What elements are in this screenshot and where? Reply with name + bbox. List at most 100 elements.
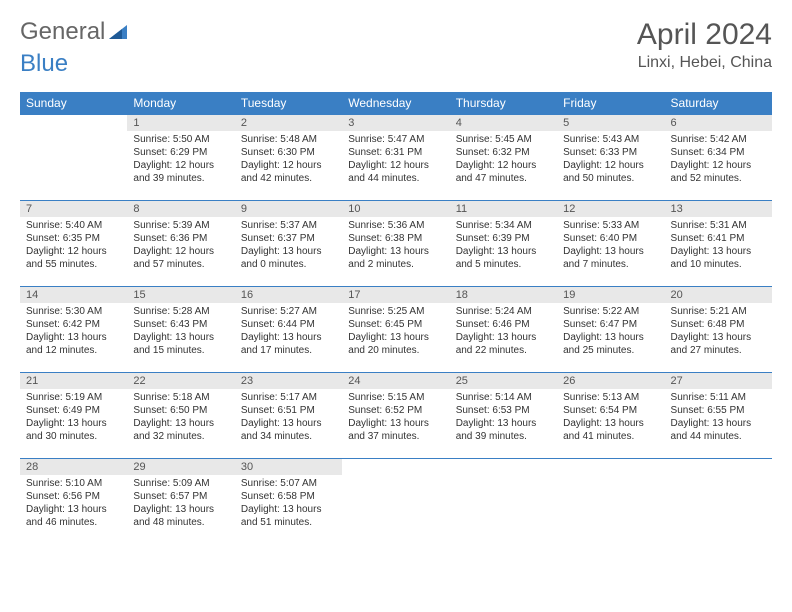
day-number: 15: [127, 287, 234, 303]
daylight-line: Daylight: 13 hours and 25 minutes.: [563, 331, 658, 357]
calendar-day-cell: 16Sunrise: 5:27 AMSunset: 6:44 PMDayligh…: [235, 287, 342, 373]
calendar-day-cell: 2Sunrise: 5:48 AMSunset: 6:30 PMDaylight…: [235, 115, 342, 201]
day-details: Sunrise: 5:17 AMSunset: 6:51 PMDaylight:…: [235, 389, 342, 447]
daylight-line: Daylight: 13 hours and 15 minutes.: [133, 331, 228, 357]
calendar-week-row: 7Sunrise: 5:40 AMSunset: 6:35 PMDaylight…: [20, 201, 772, 287]
day-details: Sunrise: 5:27 AMSunset: 6:44 PMDaylight:…: [235, 303, 342, 361]
daylight-line: Daylight: 12 hours and 39 minutes.: [133, 159, 228, 185]
day-details: Sunrise: 5:14 AMSunset: 6:53 PMDaylight:…: [450, 389, 557, 447]
daylight-line: Daylight: 13 hours and 17 minutes.: [241, 331, 336, 357]
sunset-line: Sunset: 6:53 PM: [456, 404, 551, 417]
daylight-line: Daylight: 13 hours and 20 minutes.: [348, 331, 443, 357]
sunrise-line: Sunrise: 5:40 AM: [26, 219, 121, 232]
daylight-line: Daylight: 13 hours and 22 minutes.: [456, 331, 551, 357]
day-number: 6: [665, 115, 772, 131]
calendar-week-row: 14Sunrise: 5:30 AMSunset: 6:42 PMDayligh…: [20, 287, 772, 373]
day-number: 8: [127, 201, 234, 217]
calendar-day-cell: 9Sunrise: 5:37 AMSunset: 6:37 PMDaylight…: [235, 201, 342, 287]
daylight-line: Daylight: 12 hours and 42 minutes.: [241, 159, 336, 185]
daylight-line: Daylight: 13 hours and 48 minutes.: [133, 503, 228, 529]
day-details: Sunrise: 5:28 AMSunset: 6:43 PMDaylight:…: [127, 303, 234, 361]
calendar-day-cell: 19Sunrise: 5:22 AMSunset: 6:47 PMDayligh…: [557, 287, 664, 373]
sunset-line: Sunset: 6:46 PM: [456, 318, 551, 331]
daylight-line: Daylight: 13 hours and 7 minutes.: [563, 245, 658, 271]
day-details: Sunrise: 5:31 AMSunset: 6:41 PMDaylight:…: [665, 217, 772, 275]
day-details: Sunrise: 5:42 AMSunset: 6:34 PMDaylight:…: [665, 131, 772, 189]
sunset-line: Sunset: 6:49 PM: [26, 404, 121, 417]
sunset-line: Sunset: 6:54 PM: [563, 404, 658, 417]
title-block: April 2024 Linxi, Hebei, China: [637, 18, 772, 72]
sunrise-line: Sunrise: 5:17 AM: [241, 391, 336, 404]
calendar-day-cell: 24Sunrise: 5:15 AMSunset: 6:52 PMDayligh…: [342, 373, 449, 459]
day-details: Sunrise: 5:11 AMSunset: 6:55 PMDaylight:…: [665, 389, 772, 447]
sunrise-line: Sunrise: 5:09 AM: [133, 477, 228, 490]
sunrise-line: Sunrise: 5:34 AM: [456, 219, 551, 232]
day-number: 29: [127, 459, 234, 475]
sunrise-line: Sunrise: 5:37 AM: [241, 219, 336, 232]
day-details: Sunrise: 5:37 AMSunset: 6:37 PMDaylight:…: [235, 217, 342, 275]
calendar-day-cell: 11Sunrise: 5:34 AMSunset: 6:39 PMDayligh…: [450, 201, 557, 287]
calendar-day-cell: 3Sunrise: 5:47 AMSunset: 6:31 PMDaylight…: [342, 115, 449, 201]
sunrise-line: Sunrise: 5:47 AM: [348, 133, 443, 146]
calendar-day-cell: 21Sunrise: 5:19 AMSunset: 6:49 PMDayligh…: [20, 373, 127, 459]
day-details: Sunrise: 5:22 AMSunset: 6:47 PMDaylight:…: [557, 303, 664, 361]
daylight-line: Daylight: 12 hours and 50 minutes.: [563, 159, 658, 185]
day-details: Sunrise: 5:43 AMSunset: 6:33 PMDaylight:…: [557, 131, 664, 189]
logo-text-general: General: [20, 18, 105, 46]
calendar-day-cell: 8Sunrise: 5:39 AMSunset: 6:36 PMDaylight…: [127, 201, 234, 287]
calendar-week-row: 28Sunrise: 5:10 AMSunset: 6:56 PMDayligh…: [20, 459, 772, 545]
daylight-line: Daylight: 13 hours and 12 minutes.: [26, 331, 121, 357]
day-details: Sunrise: 5:50 AMSunset: 6:29 PMDaylight:…: [127, 131, 234, 189]
calendar-empty-cell: [342, 459, 449, 545]
day-details: Sunrise: 5:18 AMSunset: 6:50 PMDaylight:…: [127, 389, 234, 447]
sunset-line: Sunset: 6:42 PM: [26, 318, 121, 331]
sunset-line: Sunset: 6:44 PM: [241, 318, 336, 331]
day-details: Sunrise: 5:10 AMSunset: 6:56 PMDaylight:…: [20, 475, 127, 533]
day-details: Sunrise: 5:07 AMSunset: 6:58 PMDaylight:…: [235, 475, 342, 533]
sunrise-line: Sunrise: 5:21 AM: [671, 305, 766, 318]
calendar-empty-cell: [450, 459, 557, 545]
weekday-header: Monday: [127, 92, 234, 115]
sunset-line: Sunset: 6:37 PM: [241, 232, 336, 245]
sunrise-line: Sunrise: 5:39 AM: [133, 219, 228, 232]
day-details: Sunrise: 5:33 AMSunset: 6:40 PMDaylight:…: [557, 217, 664, 275]
weekday-header: Tuesday: [235, 92, 342, 115]
sunrise-line: Sunrise: 5:24 AM: [456, 305, 551, 318]
calendar-header-row: SundayMondayTuesdayWednesdayThursdayFrid…: [20, 92, 772, 115]
day-details: Sunrise: 5:09 AMSunset: 6:57 PMDaylight:…: [127, 475, 234, 533]
day-details: Sunrise: 5:47 AMSunset: 6:31 PMDaylight:…: [342, 131, 449, 189]
day-number: 26: [557, 373, 664, 389]
daylight-line: Daylight: 12 hours and 44 minutes.: [348, 159, 443, 185]
sunset-line: Sunset: 6:34 PM: [671, 146, 766, 159]
sunrise-line: Sunrise: 5:50 AM: [133, 133, 228, 146]
day-number: 1: [127, 115, 234, 131]
day-number: 24: [342, 373, 449, 389]
sunset-line: Sunset: 6:43 PM: [133, 318, 228, 331]
day-number: 2: [235, 115, 342, 131]
calendar-day-cell: 15Sunrise: 5:28 AMSunset: 6:43 PMDayligh…: [127, 287, 234, 373]
sunrise-line: Sunrise: 5:22 AM: [563, 305, 658, 318]
daylight-line: Daylight: 13 hours and 51 minutes.: [241, 503, 336, 529]
sunset-line: Sunset: 6:31 PM: [348, 146, 443, 159]
day-number: 11: [450, 201, 557, 217]
calendar-day-cell: 29Sunrise: 5:09 AMSunset: 6:57 PMDayligh…: [127, 459, 234, 545]
sunset-line: Sunset: 6:32 PM: [456, 146, 551, 159]
sunset-line: Sunset: 6:57 PM: [133, 490, 228, 503]
sunset-line: Sunset: 6:38 PM: [348, 232, 443, 245]
sunrise-line: Sunrise: 5:25 AM: [348, 305, 443, 318]
sunrise-line: Sunrise: 5:30 AM: [26, 305, 121, 318]
logo-triangle-icon: [109, 25, 127, 39]
calendar-day-cell: 6Sunrise: 5:42 AMSunset: 6:34 PMDaylight…: [665, 115, 772, 201]
daylight-line: Daylight: 13 hours and 30 minutes.: [26, 417, 121, 443]
daylight-line: Daylight: 13 hours and 41 minutes.: [563, 417, 658, 443]
weekday-header: Saturday: [665, 92, 772, 115]
daylight-line: Daylight: 12 hours and 55 minutes.: [26, 245, 121, 271]
sunset-line: Sunset: 6:36 PM: [133, 232, 228, 245]
calendar-day-cell: 27Sunrise: 5:11 AMSunset: 6:55 PMDayligh…: [665, 373, 772, 459]
day-number: 14: [20, 287, 127, 303]
sunset-line: Sunset: 6:51 PM: [241, 404, 336, 417]
sunrise-line: Sunrise: 5:43 AM: [563, 133, 658, 146]
sunset-line: Sunset: 6:45 PM: [348, 318, 443, 331]
sunrise-line: Sunrise: 5:15 AM: [348, 391, 443, 404]
day-number: 30: [235, 459, 342, 475]
